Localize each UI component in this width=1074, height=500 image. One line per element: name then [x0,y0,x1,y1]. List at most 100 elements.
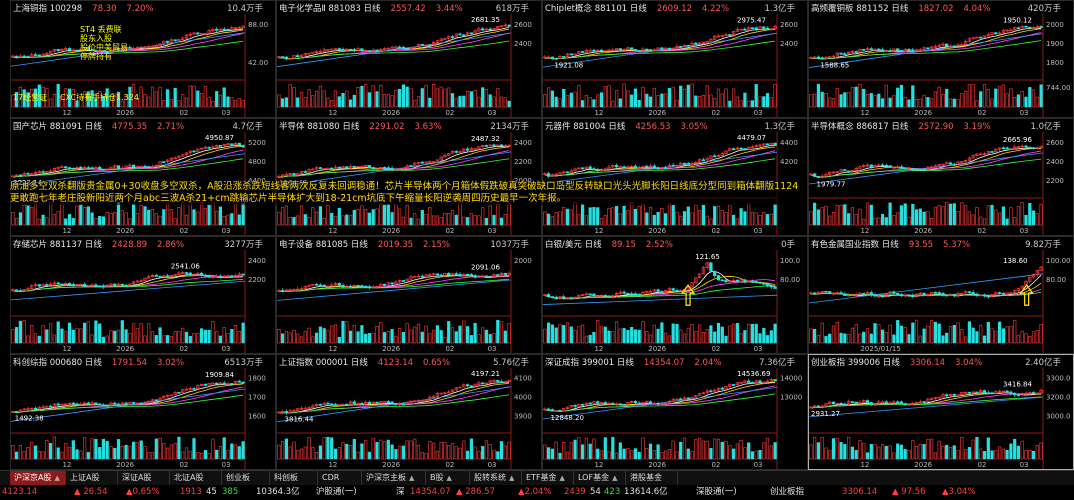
volume-bar [1039,204,1043,226]
chart-panel[interactable]: 存储芯片 881137 日线 2428.89 2.86% 3277万手 2541.06 2… [10,236,276,354]
kline-chart[interactable]: 14536.69 12848.20 14000 13000 [543,368,807,469]
volume-bar [230,213,234,226]
market-tab[interactable]: 北证A股 [170,471,222,485]
volume-bar [1035,445,1039,460]
candle [933,397,938,399]
chart-panel[interactable]: 深证成指 399001 日线 14354.07 2.04% 7.36亿手 14536.6… [542,354,808,470]
tab-caret-icon[interactable]: ▲ [54,474,60,482]
candle [101,404,106,407]
volume-bar [607,330,611,344]
chart-panel[interactable]: 科创综指 000680 日线 1791.54 3.02% 6513万手 1909.84 1… [10,354,276,470]
candle [330,403,334,406]
status-item[interactable]: 沪股通(一) [316,487,357,497]
candle [982,153,987,156]
volume-bar [975,100,979,108]
kline-chart[interactable]: 1950.12 1588.65 2000 1900 1800 744.00 [809,14,1073,117]
kline-chart[interactable]: 138.60 100.00 80.00 [809,250,1073,353]
chart-panel[interactable]: 白银/美元 日线 89.15 2.52% 0手 121.65 100.0 80.00 12 20… [542,236,808,354]
candle [1001,292,1006,295]
volume-bar [675,211,679,226]
instrument-name: 存储芯片 881137 日线 [13,240,102,250]
kline-chart[interactable]: 2665.96 1979.77 2600 2400 2200 [809,132,1073,235]
candle [439,156,443,161]
volume-bar [469,91,474,108]
chart-panel[interactable]: 国产芯片 881091 日线4775.352.71%4.7亿手4950.8737… [10,118,276,236]
volume-bar [648,443,653,460]
volume-bar [281,333,285,344]
status-item[interactable]: 创业板指 [770,487,805,497]
candle [496,274,500,276]
chart-panel[interactable]: 元器件 881004 日线 4256.53 3.05% 1.3亿手 4479.07 440… [542,118,808,236]
candle [458,151,462,153]
y-axis-label: 13000 [780,394,802,402]
volume-bar [903,449,907,460]
candle [865,400,870,403]
chart-panel[interactable]: 高频覆铜板 881152 日线 1827.02 4.04% 420万手 1950.12 1… [808,0,1074,118]
chart-panel[interactable]: 创业板指 399006 日线 3306.14 3.04% 2.40亿手 3416.84 2… [808,354,1074,470]
tab-caret-icon[interactable]: ▲ [446,474,452,482]
candle [929,166,934,169]
kline-chart[interactable]: 4197.21 3816.44 4100 4000 3900 [277,368,541,469]
candle [637,166,641,169]
tab-caret-icon[interactable]: ▲ [509,474,515,482]
candle [431,42,436,46]
candle [656,47,660,51]
market-tab[interactable]: 深证A股 [118,471,170,485]
chart-panel[interactable]: 电子设备 881085 日线 2019.35 2.15% 1037万手 2091.06 2… [276,236,542,354]
kline-chart[interactable]: 121.65 100.0 80.00 [543,250,807,353]
candle [318,167,323,170]
market-tab[interactable]: 沪深京A股 ▲ [10,471,66,485]
x-axis-label: 12 [62,227,72,235]
market-tab[interactable]: 股转系统 ▲ [470,471,522,485]
market-tab[interactable]: LOF基金 ▲ [574,471,626,485]
kline-chart[interactable]: 2541.06 2400 2200 [11,250,275,353]
y-axis-label: 80.00 [780,276,800,284]
tab-caret-icon[interactable]: ▲ [409,474,415,482]
candle [754,27,758,30]
volume-bar [481,207,485,226]
tab-caret-icon[interactable]: ▲ [559,474,565,482]
chart-panel[interactable]: 半导体 881080 日线2291.023.63%2134万手2487.3218… [276,118,542,236]
volume-bar [713,438,717,460]
kline-chart[interactable]: 3416.84 2931.27 3300.0 3200.0 3000.0 [809,368,1073,469]
chart-panel[interactable]: 上证指数 000001 日线 4123.14 0.65% 5.76亿手 4197.21 3… [276,354,542,470]
market-tab[interactable]: 科创板 [270,471,318,485]
market-tab[interactable]: B股 ▲ [426,471,470,485]
chart-panel[interactable]: 有色金属国业指数 日线 93.55 5.37% 9.82万手 138.60 100.00 8… [808,236,1074,354]
kline-chart[interactable]: 2681.35 2600 2400 [277,14,541,117]
chart-panel[interactable]: 电子化学品Ⅱ 881083 日线 2557.42 3.44% 618万手 2681.35… [276,0,542,118]
moving-average-line [12,144,244,178]
candle [720,153,724,156]
candle [337,404,341,407]
candle [865,164,870,167]
kline-chart[interactable]: 88.00 42.00 [11,14,275,117]
status-item[interactable]: 深股通(一) [696,487,737,497]
candle [918,292,922,295]
candle [1039,390,1043,394]
market-tab[interactable]: 港股基金 [626,471,678,485]
kline-chart[interactable]: 2975.47 1921.08 2600 2400 [543,14,807,117]
long-moving-average-line [543,386,778,420]
kline-chart[interactable]: 2091.06 2000 [277,250,541,353]
kline-chart[interactable]: 4479.07 4400 4200 [543,132,807,235]
candle [11,411,15,413]
tab-caret-icon[interactable]: ▲ [612,474,618,482]
market-tab[interactable]: ETF基金 ▲ [522,471,574,485]
candle [705,158,709,161]
volume-bar [15,92,19,108]
kline-chart[interactable]: 1909.84 1492.38 1800 1700 1600 [11,368,275,469]
market-tab[interactable]: 沪深京主板 ▲ [362,471,426,485]
x-axis-label: 02 [445,227,455,235]
candle [420,44,424,46]
volume-bar [701,204,706,226]
market-tab[interactable]: 上证A股 [66,471,118,485]
market-tab[interactable]: 创业板 [222,471,270,485]
status-item: 10364.3亿 [256,487,300,497]
candle [679,289,683,292]
market-tab[interactable]: CDR [318,471,362,485]
candle [618,291,622,294]
candle [394,168,398,171]
chart-panel[interactable]: 上海铜指 100298 78.30 7.20% 10.4万手 88.00 42.00 12 2… [10,0,276,118]
chart-panel[interactable]: 半导体概念 886817 日线 2572.90 3.19% 1.0亿手 2665.96 1… [808,118,1074,236]
chart-panel[interactable]: Chiplet概念 881101 日线 2609.12 4.22% 1.3亿手 2975… [542,0,808,118]
